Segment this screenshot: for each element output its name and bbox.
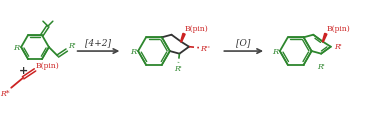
Text: R: R: [130, 48, 136, 56]
Text: R': R': [334, 42, 342, 50]
Polygon shape: [322, 34, 327, 43]
Text: [O]: [O]: [237, 38, 251, 47]
Polygon shape: [181, 34, 185, 43]
Text: R': R': [317, 62, 325, 70]
Text: R*: R*: [1, 89, 10, 97]
Text: B(pin): B(pin): [327, 25, 350, 32]
Text: +: +: [19, 65, 28, 75]
Text: R': R': [68, 42, 76, 50]
Text: [4+2]: [4+2]: [85, 38, 112, 47]
Text: B(pin): B(pin): [36, 61, 60, 69]
Text: R'': R'': [200, 44, 210, 52]
Text: B(pin): B(pin): [185, 25, 209, 32]
Text: R: R: [272, 48, 278, 56]
Text: R: R: [13, 44, 19, 52]
Text: R': R': [175, 64, 182, 72]
